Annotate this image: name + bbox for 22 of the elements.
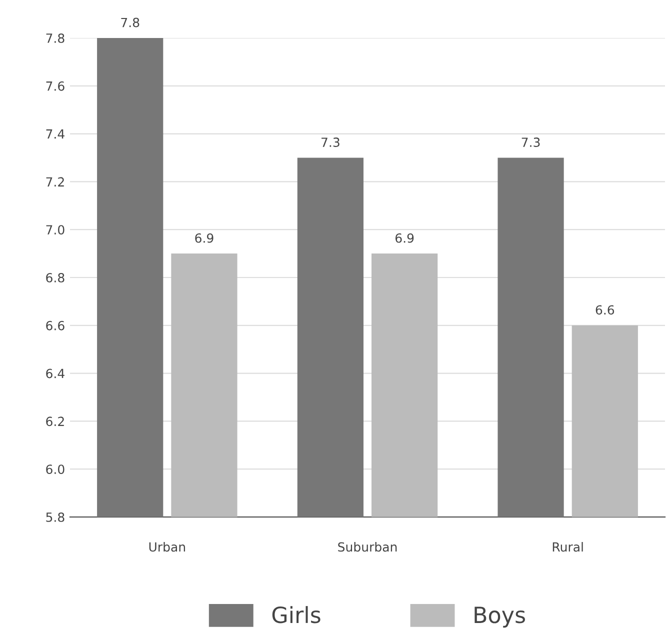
y-tick-label: 7.4: [46, 129, 64, 139]
data-label: 7.3: [322, 138, 340, 147]
y-tick-label: 5.8: [46, 512, 64, 522]
y-tick-label: 6.4: [46, 368, 64, 378]
y-tick-label: 6.0: [46, 464, 64, 474]
y-tick-label: 6.8: [46, 272, 64, 282]
data-label: 6.6: [596, 305, 614, 315]
y-tick-label: 7.8: [46, 33, 64, 43]
y-tick-label: 6.2: [46, 416, 64, 426]
data-label: 6.9: [195, 233, 214, 243]
data-label: 6.9: [395, 233, 414, 243]
x-tick-label: Suburban: [338, 542, 397, 552]
legend-label: Girls: [272, 606, 320, 624]
data-label: 7.8: [121, 18, 140, 28]
y-tick-label: 6.6: [46, 320, 64, 330]
y-tick-label: 7.6: [46, 81, 64, 91]
x-tick-label: Rural: [552, 542, 583, 552]
x-tick-label: Urban: [149, 542, 186, 552]
legend-label: Boys: [474, 606, 526, 628]
y-tick-label: 7.0: [46, 225, 64, 235]
data-label: 7.3: [522, 138, 540, 147]
y-tick-label: 7.2: [46, 177, 64, 186]
